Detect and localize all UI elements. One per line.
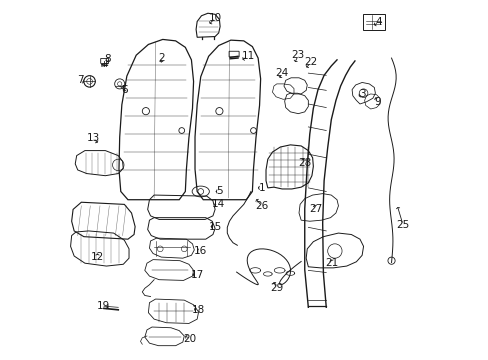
Text: 25: 25: [396, 220, 409, 230]
Text: 29: 29: [269, 283, 283, 293]
Text: 14: 14: [212, 199, 225, 210]
Text: 8: 8: [104, 54, 111, 64]
Text: 17: 17: [190, 270, 203, 280]
Text: 7: 7: [77, 75, 83, 85]
Text: 6: 6: [121, 85, 127, 95]
Text: 5: 5: [216, 186, 222, 197]
Text: 13: 13: [86, 133, 100, 143]
Text: 1: 1: [258, 183, 264, 193]
Text: 11: 11: [241, 51, 254, 61]
Text: 9: 9: [374, 97, 381, 107]
Text: 22: 22: [304, 57, 317, 67]
Text: 21: 21: [325, 258, 338, 268]
Text: 2: 2: [158, 53, 164, 63]
Text: 24: 24: [275, 68, 288, 78]
Text: 18: 18: [192, 305, 205, 315]
Text: 28: 28: [298, 158, 311, 168]
Text: 23: 23: [291, 50, 305, 60]
Text: 27: 27: [309, 204, 322, 215]
Text: 20: 20: [183, 333, 196, 343]
Text: 4: 4: [375, 17, 382, 27]
Text: 26: 26: [255, 201, 268, 211]
Text: 12: 12: [91, 252, 104, 262]
Text: 16: 16: [194, 246, 207, 256]
Text: 3: 3: [359, 89, 366, 99]
Text: 15: 15: [208, 222, 221, 231]
Text: 19: 19: [97, 301, 110, 311]
Text: 10: 10: [208, 13, 221, 23]
